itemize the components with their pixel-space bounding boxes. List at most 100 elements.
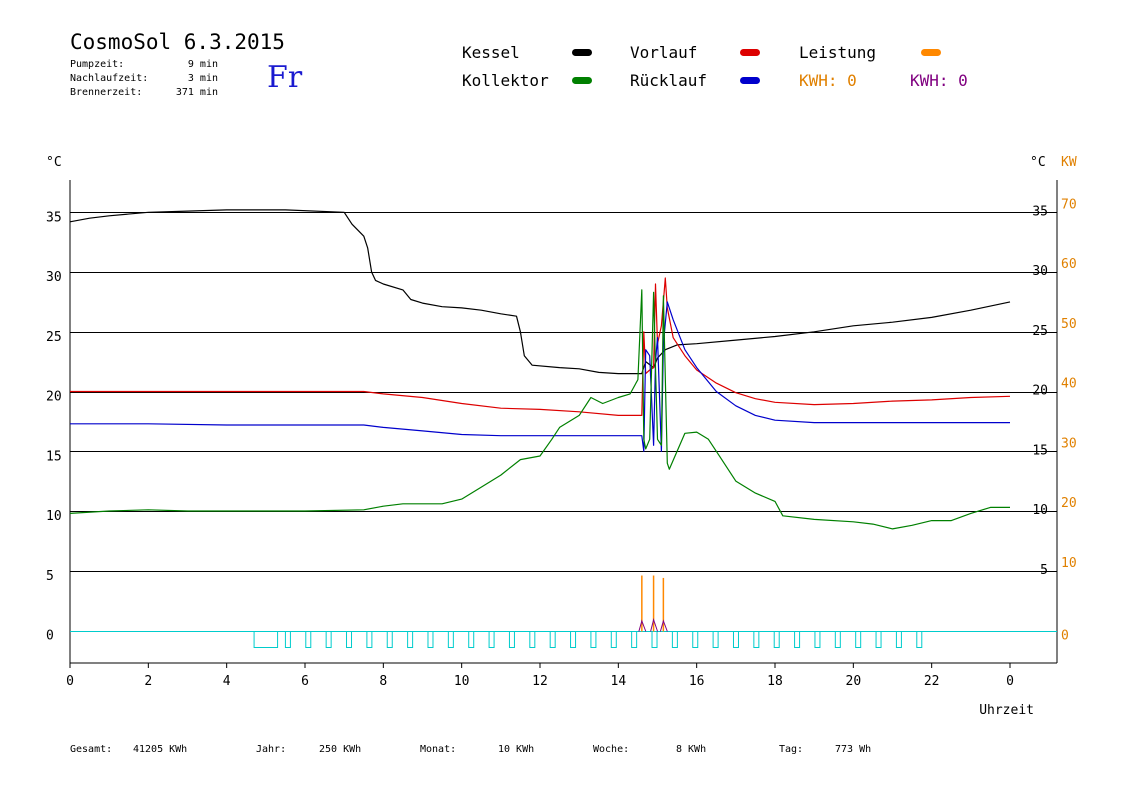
- y-tick-label-kw: 40: [1061, 377, 1077, 392]
- y-tick-label-kw: 60: [1061, 257, 1077, 272]
- footer-value: 250 KWh: [319, 744, 362, 755]
- y-tick-label-left: 35: [46, 210, 62, 225]
- legend-swatch-ruecklauf: [740, 77, 760, 84]
- series-line-kessel: [69, 209, 1011, 375]
- pump-mark: [834, 631, 841, 648]
- pump-mark: [284, 631, 291, 648]
- footer-value: 41205 KWh: [133, 744, 188, 755]
- pump-mark: [570, 631, 577, 648]
- y-tick-label-right: 20: [1032, 384, 1048, 399]
- pump-mark: [407, 631, 414, 648]
- x-tick-label: 6: [301, 674, 309, 689]
- y-tick-label-left: 5: [46, 569, 54, 584]
- pump-mark: [346, 631, 353, 648]
- y-tick-label-left: 20: [46, 390, 62, 405]
- pump-mark: [447, 631, 454, 648]
- y-tick-label-left: 15: [46, 449, 62, 464]
- footer-label: Woche:: [593, 744, 630, 755]
- x-tick-label: 4: [223, 674, 231, 689]
- pump-mark: [875, 631, 882, 648]
- x-tick-label: 2: [144, 674, 152, 689]
- y-tick-label-kw: 30: [1061, 436, 1077, 451]
- pump-mark: [305, 631, 312, 648]
- y-axis-title-right: °C: [1030, 155, 1046, 170]
- y-tick-label-kw: 10: [1061, 556, 1077, 571]
- y-tick-label-kw: 20: [1061, 496, 1077, 511]
- pump-mark: [610, 631, 617, 648]
- x-tick-label: 14: [611, 674, 627, 689]
- energy-spike: [638, 619, 647, 632]
- info-label: Brennerzeit:: [70, 87, 143, 98]
- x-tick-label: 0: [66, 674, 74, 689]
- footer-value: 8 KWh: [676, 744, 707, 755]
- y-tick-label-right: 15: [1032, 443, 1048, 458]
- weekday-label: Fr: [267, 60, 303, 95]
- pump-mark: [732, 631, 739, 648]
- pump-mark: [366, 631, 373, 648]
- y-tick-label-right: 35: [1032, 204, 1048, 219]
- series-line-vorlauf: [70, 277, 1011, 416]
- y-tick-label-left: 0: [46, 629, 54, 644]
- pump-mark: [631, 631, 638, 648]
- series-line-kollektor: [69, 289, 1010, 530]
- legend-label-kessel: Kessel: [462, 43, 520, 62]
- legend-swatch-kollektor: [572, 77, 592, 84]
- pump-mark: [549, 631, 556, 648]
- pump-mark: [753, 631, 760, 648]
- pump-mark: [712, 631, 719, 648]
- x-tick-label: 12: [532, 674, 548, 689]
- pump-mark: [325, 631, 332, 648]
- energy-spike: [659, 619, 668, 632]
- legend-label-kollektor: Kollektor: [462, 71, 549, 90]
- x-axis-title: Uhrzeit: [979, 703, 1034, 718]
- pump-mark: [794, 631, 801, 648]
- pump-mark: [468, 631, 475, 648]
- legend-kwh-purple: KWH: 0: [910, 71, 968, 90]
- footer-label: Gesamt:: [70, 744, 113, 755]
- footer-label: Monat:: [420, 744, 457, 755]
- y-tick-label-left: 10: [46, 509, 62, 524]
- pump-mark: [692, 631, 699, 648]
- y-tick-label-kw: 50: [1061, 317, 1077, 332]
- pump-mark: [386, 631, 393, 648]
- pump-mark: [488, 631, 495, 648]
- y-tick-label-right: 5: [1040, 563, 1048, 578]
- info-value: 3 min: [187, 73, 218, 84]
- x-tick-label: 22: [924, 674, 940, 689]
- pump-mark: [651, 631, 658, 648]
- pump-mark: [590, 631, 597, 648]
- legend-kwh-orange: KWH: 0: [799, 71, 857, 90]
- x-tick-label: 20: [846, 674, 862, 689]
- pump-mark: [814, 631, 821, 648]
- y-tick-label-left: 25: [46, 330, 62, 345]
- footer-value: 10 KWh: [498, 744, 535, 755]
- legend-label-vorlauf: Vorlauf: [630, 43, 698, 62]
- info-value: 371 min: [175, 87, 218, 98]
- info-label: Nachlaufzeit:: [70, 73, 149, 84]
- y-tick-label-left: 30: [46, 270, 62, 285]
- pump-mark: [855, 631, 862, 648]
- footer-label: Tag:: [779, 744, 804, 755]
- y-tick-label-right: 10: [1032, 503, 1048, 518]
- info-label: Pumpzeit:: [70, 59, 125, 70]
- pump-mark: [529, 631, 536, 648]
- y-tick-label-kw: 70: [1061, 197, 1077, 212]
- pump-mark: [773, 631, 780, 648]
- legend-swatch-vorlauf: [740, 49, 760, 56]
- pump-mark: [508, 631, 515, 648]
- pump-interval: [253, 631, 279, 648]
- y-axis-title-left: °C: [46, 155, 62, 170]
- legend-swatch-kessel: [572, 49, 592, 56]
- chart-title: CosmoSol 6.3.2015: [70, 30, 285, 54]
- legend-swatch-leistung: [921, 49, 941, 56]
- y-tick-label-kw: 0: [1061, 629, 1069, 644]
- footer-label: Jahr:: [256, 744, 287, 755]
- y-tick-label-right: 30: [1032, 264, 1048, 279]
- footer-value: 773 Wh: [835, 744, 872, 755]
- legend-label-leistung: Leistung: [799, 43, 877, 62]
- energy-spike: [650, 617, 659, 632]
- info-value: 9 min: [187, 59, 218, 70]
- x-tick-label: 8: [379, 674, 387, 689]
- pump-mark: [895, 631, 902, 648]
